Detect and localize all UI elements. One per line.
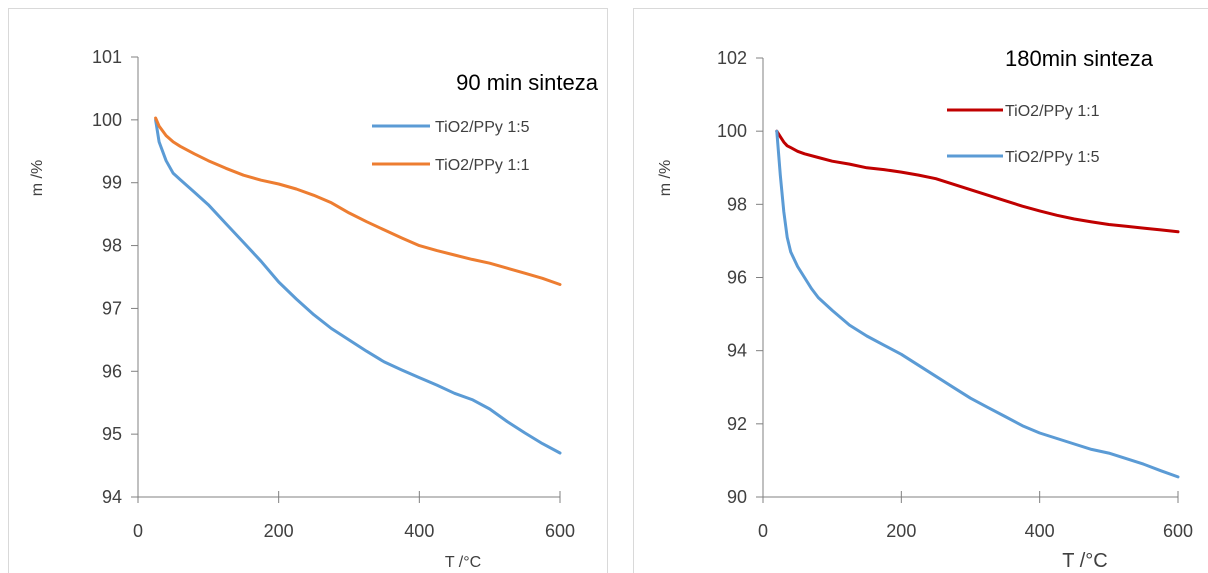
chart2-y-tick-label: 96 [727,268,747,288]
chart1-y-tick-label: 99 [102,173,122,193]
chart1-series-line-1 [154,118,562,455]
chart1-x-tick-label: 200 [264,521,294,541]
chart2-legend-label-1: TiO2/PPy 1:1 [1005,103,1100,120]
chart2-y-tick-label: 92 [727,414,747,434]
chart2-y-tick-label: 100 [717,121,747,141]
chart1-y-tick-label: 100 [92,110,122,130]
chart2-y-tick-label: 90 [727,487,747,507]
chart2-series-line-2 [775,129,1180,479]
chart1-legend-label-1: TiO2/PPy 1:5 [435,119,530,136]
chart1-x-axis-title: T /°C [445,554,481,571]
chart1-y-tick-label: 101 [92,47,122,67]
chart2-x-axis-title: T /°C [1062,550,1107,572]
chart2-x-tick-label: 0 [758,521,768,541]
chart1-y-tick-label: 97 [102,298,122,318]
chart1-y-tick-label: 98 [102,236,122,256]
chart2-legend-label-2: TiO2/PPy 1:5 [1005,149,1100,166]
chart1-title: 90 min sinteza [456,70,599,95]
chart1-y-tick-label: 96 [102,361,122,381]
chart1-y-tick-label: 95 [102,424,122,444]
chart1-series-line-2 [154,116,562,286]
chart1-x-tick-label: 400 [404,521,434,541]
chart2-y-axis-title: m /% [657,160,674,196]
chart2-title: 180min sinteza [1005,46,1154,71]
chart1-x-tick-label: 0 [133,521,143,541]
chart1-legend-label-2: TiO2/PPy 1:1 [435,157,530,174]
chart2-x-tick-label: 200 [886,521,916,541]
chart-panel-right [633,8,1208,573]
chart-panel-left [8,8,608,573]
chart2-x-tick-label: 600 [1163,521,1193,541]
chart2-y-tick-label: 94 [727,341,747,361]
chart2-series-line-1 [775,129,1180,234]
chart2-y-tick-label: 98 [727,194,747,214]
chart2-y-tick-label: 102 [717,48,747,68]
chart1-y-axis-title: m /% [29,160,46,196]
chart1-y-tick-label: 94 [102,487,122,507]
chart1-x-tick-label: 600 [545,521,575,541]
chart2-x-tick-label: 400 [1025,521,1055,541]
